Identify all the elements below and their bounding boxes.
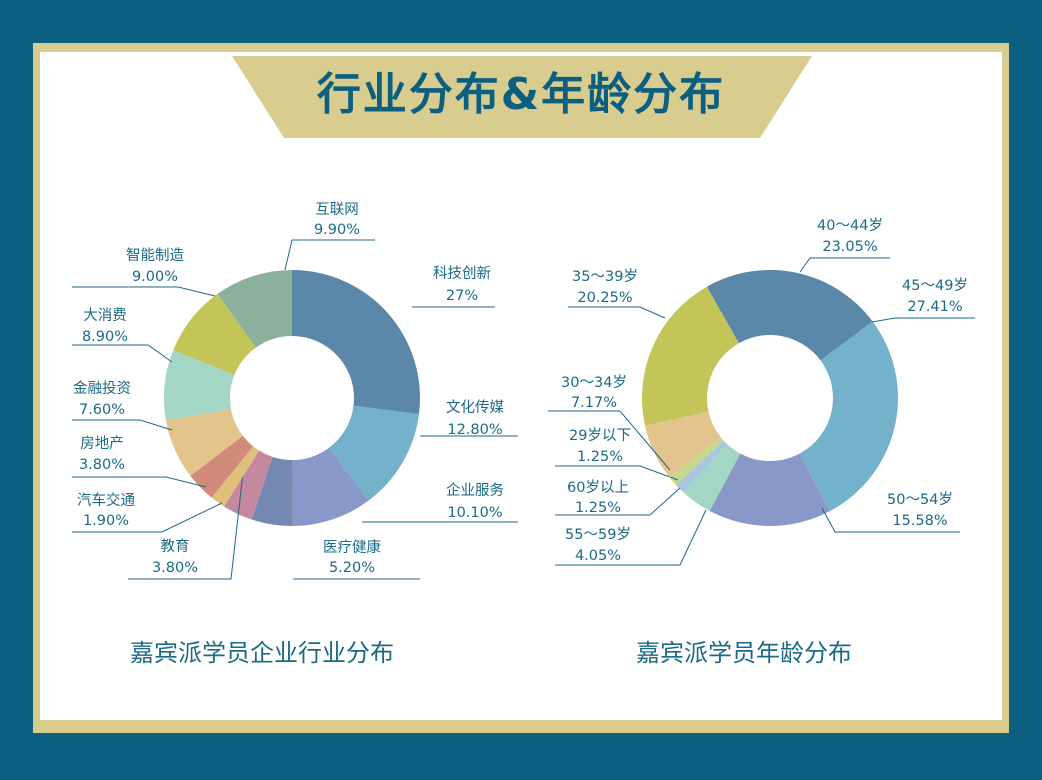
- slice-value-label: 5.20%: [329, 560, 375, 576]
- slice-2-1: [706, 270, 873, 361]
- leader-line: [555, 509, 707, 566]
- slice-label: 35～39岁: [572, 268, 638, 285]
- leader-line: [72, 344, 173, 363]
- slice-2-8: [642, 286, 739, 426]
- slice-value-label: 12.80%: [447, 422, 502, 438]
- title-banner: [232, 56, 812, 138]
- slice-2-5: [676, 440, 728, 493]
- slice-1-2: [329, 405, 419, 501]
- slice-1-5: [224, 450, 273, 520]
- slice-label: 房地产: [80, 435, 124, 452]
- slice-label: 30～34岁: [561, 374, 627, 391]
- slice-1-3: [292, 447, 369, 526]
- slice-label: 汽车交通: [77, 491, 135, 509]
- slice-value-label: 27%: [446, 288, 478, 304]
- leader-line: [799, 257, 890, 273]
- slice-value-label: 10.10%: [447, 505, 502, 521]
- slice-value-label: 3.80%: [79, 457, 125, 473]
- slice-2-2: [799, 321, 898, 512]
- donut-chart-1: 科技创新 27% 文化传媒 12.80% 企业服务 10.10% 医疗健康 5.20% 教育 3.…: [72, 201, 518, 580]
- leader-line: [128, 454, 246, 580]
- leader-line: [72, 286, 216, 297]
- leader-line: [568, 306, 666, 319]
- slice-value-label: 9.00%: [132, 269, 178, 285]
- slice-label: 60岁以上: [567, 479, 629, 496]
- slice-value-label: 23.05%: [822, 239, 877, 255]
- slice-value-label: 20.25%: [577, 290, 632, 306]
- slice-label: 40～44岁: [817, 217, 883, 234]
- slice-value-label: 15.58%: [892, 513, 947, 529]
- leader-line: [548, 410, 671, 471]
- slice-1-11: [217, 270, 292, 348]
- leader-line: [72, 502, 223, 533]
- slice-1-1: [292, 270, 420, 415]
- page-title: 行业分布&年龄分布: [316, 69, 726, 120]
- slice-label: 大消费: [83, 307, 127, 324]
- slice-1-9: [164, 350, 235, 421]
- slice-value-label: 8.90%: [82, 329, 128, 345]
- slice-label: 金融投资: [73, 380, 131, 397]
- slice-label: 智能制造: [126, 247, 184, 264]
- slice-2-7: [645, 411, 721, 478]
- slice-label: 科技创新: [433, 265, 491, 282]
- slice-1-10: [173, 293, 256, 375]
- slice-1-6: [211, 446, 260, 507]
- slice-label: 29岁以下: [569, 427, 631, 444]
- leader-line: [871, 317, 975, 323]
- leader-line: [555, 487, 681, 516]
- slice-value-label: 3.80%: [152, 560, 198, 576]
- slice-value-label: 27.41%: [907, 299, 962, 315]
- slice-label: 45～49岁: [902, 277, 968, 294]
- slice-2-6: [669, 437, 724, 485]
- slice-label: 50～54岁: [887, 491, 953, 508]
- leader-line: [72, 476, 207, 488]
- slice-value-label: 1.25%: [577, 449, 623, 465]
- age-chart-title: 嘉宾派学员年龄分布: [636, 639, 852, 667]
- slice-1-4: [251, 456, 293, 526]
- leader-line: [821, 507, 960, 533]
- leader-line: [72, 419, 173, 431]
- donut-chart-2: 40～44岁 23.05% 45～49岁 27.41% 50～54岁 15.58% 55～5…: [548, 217, 975, 566]
- slice-label: 企业服务: [446, 481, 504, 499]
- leader-line: [555, 465, 679, 481]
- slice-2-4: [683, 444, 741, 511]
- slice-value-label: 7.60%: [79, 402, 125, 418]
- slice-label: 55～59岁: [565, 526, 631, 543]
- slice-value-label: 4.05%: [575, 548, 621, 564]
- slice-1-8: [165, 408, 243, 476]
- slice-label: 医疗健康: [323, 539, 381, 556]
- slice-1-7: [190, 435, 254, 498]
- slice-label: 教育: [161, 538, 190, 555]
- slice-2-3: [709, 453, 831, 526]
- slice-label: 文化传媒: [446, 399, 504, 416]
- slice-value-label: 1.90%: [83, 513, 129, 529]
- slice-value-label: 7.17%: [571, 395, 617, 411]
- slice-value-label: 1.25%: [575, 500, 621, 516]
- leader-line: [284, 239, 375, 271]
- industry-chart-title: 嘉宾派学员企业行业分布: [130, 639, 394, 667]
- slice-value-label: 9.90%: [314, 222, 360, 238]
- slice-label: 互联网: [315, 201, 359, 218]
